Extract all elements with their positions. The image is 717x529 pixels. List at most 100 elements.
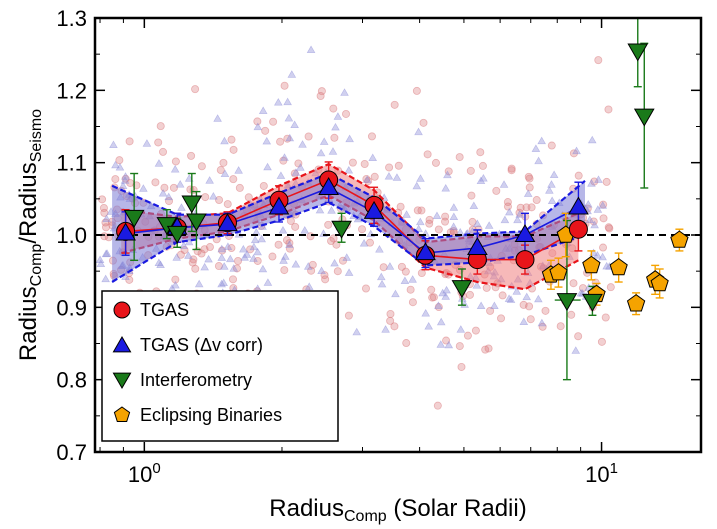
scatter-point-dnu [531, 144, 541, 152]
scatter-point-dnu [328, 147, 338, 155]
scatter-point-tgas [344, 311, 353, 320]
scatter-point-dnu [101, 274, 110, 283]
scatter-point-tgas [417, 269, 426, 278]
scatter-point-dnu [504, 207, 514, 216]
scatter-point-dnu [253, 122, 263, 131]
scatter-point-dnu [384, 171, 394, 180]
scatter-point-tgas [463, 331, 472, 340]
scatter-point-tgas [406, 285, 415, 294]
eb-point [582, 255, 601, 274]
scatter-point-dnu [220, 136, 229, 145]
scatter-point-tgas [229, 175, 238, 184]
dnu-point [318, 176, 340, 195]
legend-label: Interferometry [140, 370, 252, 390]
scatter-point-tgas [476, 148, 485, 157]
scatter-point-tgas [367, 132, 376, 141]
scatter-point-dnu [415, 217, 425, 226]
scatter-point-tgas [427, 285, 436, 294]
scatter-point-tgas [160, 183, 169, 192]
scatter-point-tgas [441, 217, 450, 226]
scatter-point-tgas [320, 271, 329, 280]
scatter-point-tgas [280, 81, 289, 90]
scatter-point-tgas [431, 158, 440, 167]
eb-point [670, 230, 689, 248]
scatter-point-tgas [594, 56, 603, 65]
scatter-point-dnu [217, 253, 227, 261]
scatter-point-dnu [434, 301, 443, 309]
scatter-point-dnu [593, 251, 602, 259]
interf-point [451, 280, 473, 299]
axis-ticks: 0.7 0.8 0.9 1.0 1.1 1.2 1.3 100 101 [56, 6, 701, 487]
scatter-point-tgas [412, 86, 421, 95]
scatter-point-dnu [344, 268, 354, 276]
scatter-point-dnu [250, 235, 260, 244]
scatter-point-dnu [547, 196, 557, 204]
scatter-point-tgas [342, 109, 351, 118]
scatter-point-tgas [541, 306, 550, 315]
scatter-point-dnu [291, 168, 301, 176]
scatter-point-tgas [154, 138, 163, 147]
scatter-point-tgas [216, 166, 225, 175]
scatter-point-dnu [593, 205, 603, 213]
scatter-point-dnu [290, 120, 299, 129]
scatter-point-tgas [498, 291, 507, 300]
scatter-point-dnu [469, 201, 479, 210]
scatter-point-tgas [280, 266, 289, 275]
interf-point [331, 220, 352, 239]
dnu-point [514, 223, 536, 242]
scatter-point-dnu [258, 106, 268, 114]
scatter-point-tgas [444, 167, 453, 176]
x-tick-label: 100 [128, 460, 161, 487]
scatter-point-tgas [478, 161, 487, 170]
scatter-point-dnu [449, 212, 459, 221]
scatter-point-tgas [156, 122, 165, 131]
scatter-point-tgas [433, 401, 442, 410]
scatter-point-dnu [262, 136, 272, 145]
scatter-point-tgas [455, 342, 464, 351]
scatter-point-tgas [159, 147, 168, 156]
scatter-point-tgas [358, 225, 367, 234]
legend-marker [112, 335, 132, 353]
scatter-point-dnu [333, 112, 343, 120]
scatter-point-dnu [523, 189, 533, 197]
scatter-point-dnu [598, 201, 608, 209]
scatter-point-dnu [583, 199, 593, 208]
scatter-point-tgas [219, 158, 228, 167]
scatter-point-tgas [361, 284, 370, 293]
scatter-point-dnu [304, 282, 314, 290]
scatter-point-dnu [257, 234, 267, 243]
scatter-point-dnu [602, 261, 611, 270]
interf-point [181, 195, 203, 214]
scatter-point-dnu [359, 239, 369, 247]
dnu-point [415, 242, 436, 261]
scatter-point-dnu [534, 156, 543, 165]
scatter-point-tgas [253, 117, 262, 126]
scatter-point-dnu [412, 181, 422, 190]
dnu-point [115, 222, 136, 241]
scatter-point-dnu [377, 279, 387, 288]
scatter-point-dnu [449, 203, 459, 211]
scatter-point-dnu [249, 254, 258, 262]
interf-point [556, 293, 578, 312]
scatter-point-dnu [200, 262, 209, 271]
scatter-point-dnu [217, 244, 227, 253]
scatter-point-dnu [298, 140, 307, 148]
scatter-point-dnu [438, 288, 448, 297]
scatter-point-dnu [345, 134, 354, 143]
scatter-point-dnu [512, 287, 522, 295]
scatter-point-tgas [419, 118, 428, 127]
scatter-point-dnu [217, 279, 226, 288]
scatter-point-tgas [481, 345, 490, 354]
scatter-point-dnu [258, 264, 268, 273]
scatter-point-dnu [330, 258, 339, 267]
scatter-point-dnu [249, 242, 259, 251]
scatter-point-tgas [390, 100, 399, 109]
scatter-point-dnu [219, 278, 228, 287]
scatter-point-dnu [424, 321, 434, 330]
scatter-point-dnu [385, 262, 395, 270]
scatter-point-dnu [194, 279, 204, 288]
scatter-point-tgas [482, 283, 491, 292]
y-tick-label: 1.0 [56, 223, 87, 248]
dnu-point [217, 213, 238, 232]
scatter-point-tgas [329, 104, 338, 113]
